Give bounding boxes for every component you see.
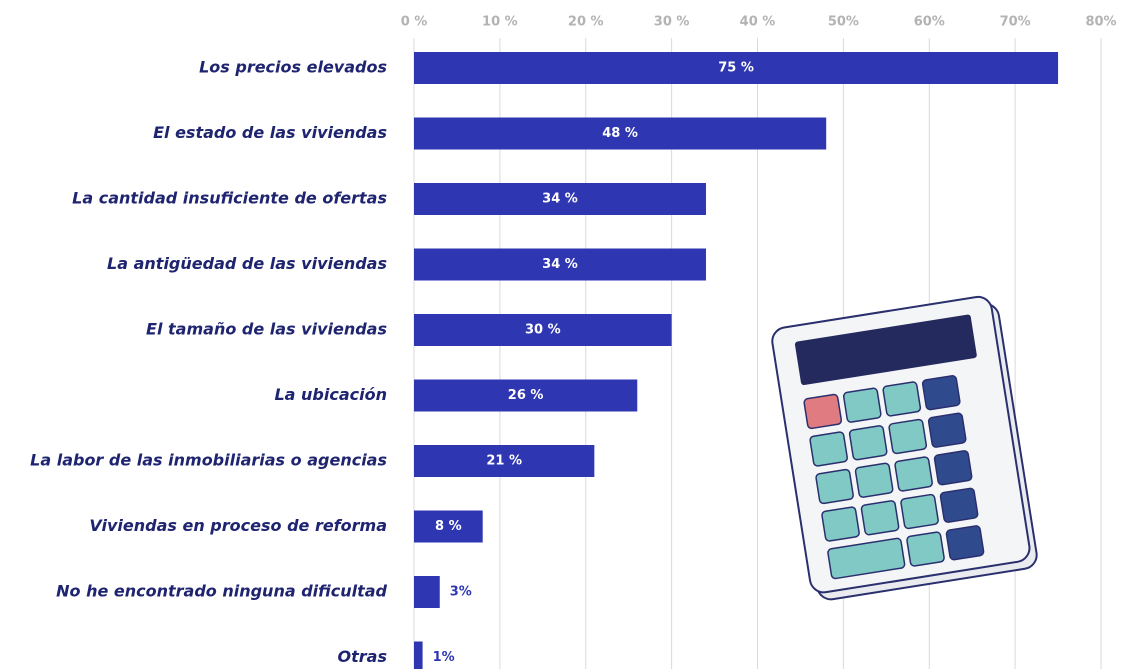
category-label: La antigüedad de las viviendas: [107, 254, 387, 273]
chart: 0 % 10 % 20 % 30 % 40 % 50% 60% 70% 80% Los preci…: [0, 0, 1125, 669]
bar: [414, 576, 440, 608]
category-label: El tamaño de las viviendas: [146, 320, 387, 339]
x-tick-label: 40 %: [740, 15, 776, 30]
value-label: 3%: [450, 585, 472, 600]
x-tick-label: 10 %: [482, 15, 518, 30]
category-label: Viviendas en proceso de reforma: [89, 516, 387, 535]
value-label: 34 %: [542, 192, 578, 207]
calculator-illustration: [770, 294, 1038, 602]
x-tick-label: 80%: [1085, 15, 1116, 30]
category-label: El estado de las viviendas: [153, 123, 387, 142]
value-label: 21 %: [486, 454, 522, 469]
x-tick-label: 70%: [1000, 15, 1031, 30]
category-label: No he encontrado ninguna dificultad: [56, 582, 387, 601]
value-label: 30 %: [525, 323, 561, 338]
value-label: 75 %: [718, 61, 754, 76]
x-tick-label: 30 %: [654, 15, 690, 30]
value-label: 48 %: [602, 126, 638, 141]
category-label: Los precios elevados: [199, 58, 387, 77]
x-tick-label: 50%: [828, 15, 859, 30]
x-tick-label: 60%: [914, 15, 945, 30]
category-label: Otras: [338, 647, 387, 666]
x-tick-label: 20 %: [568, 15, 604, 30]
value-label: 26 %: [508, 388, 544, 403]
x-tick-label: 0 %: [401, 15, 428, 30]
value-label: 1%: [433, 650, 455, 665]
category-label: La ubicación: [274, 385, 387, 404]
category-label: La labor de las inmobiliarias o agencias: [30, 451, 387, 470]
category-label: La cantidad insuficiente de ofertas: [72, 189, 387, 208]
value-label: 34 %: [542, 257, 578, 272]
value-label: 8 %: [435, 519, 462, 534]
bar: [414, 642, 423, 669]
